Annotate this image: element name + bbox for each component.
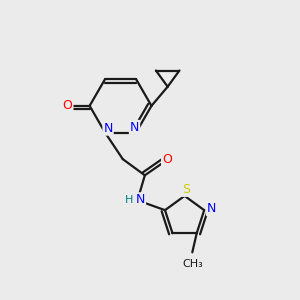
Text: N: N bbox=[207, 202, 216, 215]
Text: O: O bbox=[63, 99, 73, 112]
Text: O: O bbox=[162, 153, 172, 166]
Text: CH₃: CH₃ bbox=[182, 259, 203, 269]
Text: N: N bbox=[103, 122, 113, 135]
Text: N: N bbox=[136, 193, 145, 206]
Text: S: S bbox=[182, 183, 190, 196]
Text: N: N bbox=[130, 121, 139, 134]
Text: H: H bbox=[125, 195, 134, 205]
